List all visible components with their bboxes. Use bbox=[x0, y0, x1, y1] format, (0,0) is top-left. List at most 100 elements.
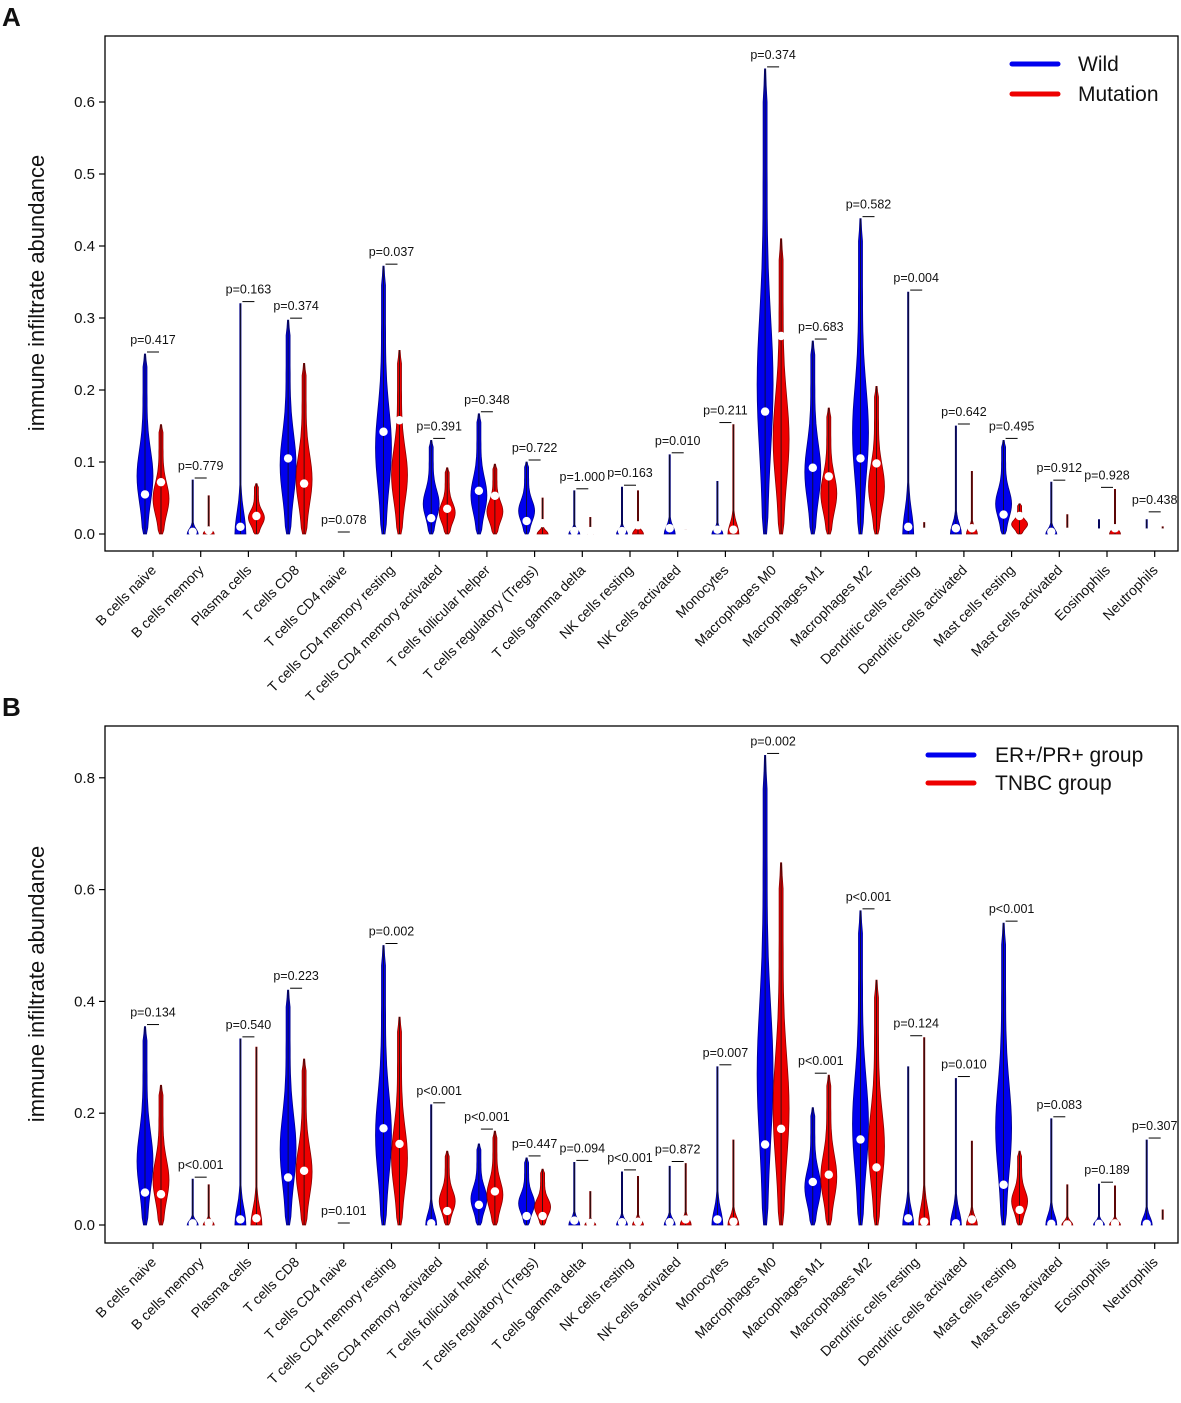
x-tick-label-mast-cells-resting: Mast cells resting bbox=[930, 1254, 1018, 1342]
pvalue-label-macrophages-m2: p<0.001 bbox=[846, 890, 892, 904]
median-dot-tnbc-group-t-cells-regulatory-tregs bbox=[538, 1211, 547, 1221]
median-dot-er-pr-group-neutrophils bbox=[1142, 1219, 1151, 1229]
median-dot-mutation-macrophages-m1 bbox=[824, 472, 833, 481]
median-dot-mutation-t-cells-cd8 bbox=[299, 479, 309, 488]
median-dot-er-pr-group-t-cells-cd4-memory-resting bbox=[379, 1124, 388, 1133]
y-tick-label: 0.4 bbox=[74, 238, 95, 255]
median-dot-tnbc-group-nk-cells-resting bbox=[633, 1217, 643, 1226]
legend-label-tnbc-group: TNBC group bbox=[995, 772, 1112, 795]
x-tick-label-nk-cells-activated: NK cells activated bbox=[594, 1254, 684, 1344]
x-tick-label-macrophages-m2: Macrophages M2 bbox=[787, 1254, 875, 1342]
median-dot-mutation-neutrophils bbox=[1158, 528, 1167, 537]
median-dot-er-pr-group-macrophages-m2 bbox=[856, 1135, 865, 1144]
pvalue-label-plasma-cells: p=0.540 bbox=[226, 1018, 272, 1032]
median-dot-er-pr-group-macrophages-m1 bbox=[808, 1177, 817, 1187]
x-tick-label-nk-cells-activated: NK cells activated bbox=[594, 562, 684, 652]
median-dot-mutation-t-cells-cd4-memory-activated bbox=[443, 504, 452, 513]
pvalue-label-t-cells-cd8: p=0.223 bbox=[273, 969, 319, 983]
median-dot-tnbc-group-mast-cells-activated bbox=[1063, 1220, 1072, 1229]
pvalue-label-b-cells-naive: p=0.134 bbox=[130, 1006, 176, 1020]
x-tick-label-t-cells-cd4-naive: T cells CD4 naive bbox=[261, 562, 350, 651]
median-dot-er-pr-group-mast-cells-activated bbox=[1047, 1219, 1056, 1229]
pvalue-label-b-cells-memory: p<0.001 bbox=[178, 1158, 224, 1172]
y-tick-label: 0.3 bbox=[74, 310, 95, 327]
pvalue-label-dendritic-cells-activated: p=0.010 bbox=[941, 1058, 987, 1072]
median-dot-mutation-nk-cells-resting bbox=[633, 521, 643, 530]
median-dot-mutation-eosinophils bbox=[1110, 524, 1120, 533]
median-dot-tnbc-group-b-cells-memory bbox=[204, 1218, 213, 1227]
pvalue-label-eosinophils: p=0.928 bbox=[1084, 468, 1130, 482]
legend-label-wild: Wild bbox=[1078, 53, 1119, 76]
median-dot-tnbc-group-macrophages-m0 bbox=[776, 1124, 786, 1134]
median-dot-wild-macrophages-m1 bbox=[808, 463, 817, 472]
pvalue-label-t-cells-cd4-naive: p=0.101 bbox=[321, 1204, 367, 1218]
pvalue-label-b-cells-naive: p=0.417 bbox=[130, 333, 176, 347]
x-tick-label-macrophages-m0: Macrophages M0 bbox=[691, 562, 779, 650]
median-dot-wild-t-cells-regulatory-tregs bbox=[522, 516, 531, 526]
y-tick-label: 0.1 bbox=[74, 454, 95, 471]
pvalue-label-mast-cells-resting: p<0.001 bbox=[989, 902, 1035, 916]
median-dot-wild-t-cells-follicular-helper bbox=[474, 486, 484, 495]
x-tick-label-macrophages-m2: Macrophages M2 bbox=[787, 562, 875, 650]
pvalue-label-macrophages-m0: p=0.002 bbox=[750, 734, 796, 748]
median-dot-tnbc-group-t-cells-cd4-naive bbox=[347, 1220, 356, 1230]
median-dot-er-pr-group-macrophages-m0 bbox=[760, 1140, 770, 1149]
x-tick-label-t-cells-cd4-naive: T cells CD4 naive bbox=[261, 1254, 350, 1343]
median-dot-wild-dendritic-cells-activated bbox=[951, 524, 961, 533]
y-axis-label: immune infiltrate abundance bbox=[24, 155, 49, 431]
median-dot-er-pr-group-dendritic-cells-activated bbox=[951, 1219, 961, 1228]
median-dot-wild-t-cells-cd4-memory-resting bbox=[379, 427, 388, 436]
median-dot-mutation-t-cells-cd4-memory-resting bbox=[395, 416, 404, 425]
plot-frame bbox=[104, 35, 1179, 552]
median-dot-mutation-mast-cells-activated bbox=[1063, 527, 1072, 537]
pvalue-label-neutrophils: p=0.307 bbox=[1132, 1119, 1178, 1133]
pvalue-label-macrophages-m0: p=0.374 bbox=[750, 48, 796, 62]
median-dot-wild-b-cells-naive bbox=[140, 490, 150, 499]
median-dot-er-pr-group-t-cells-gamma-delta bbox=[570, 1216, 579, 1225]
pvalue-label-mast-cells-resting: p=0.495 bbox=[989, 419, 1035, 433]
y-tick-label: 0.2 bbox=[74, 1105, 95, 1122]
pvalue-label-t-cells-gamma-delta: p=1.000 bbox=[560, 470, 606, 484]
y-tick-label: 0.6 bbox=[74, 882, 95, 899]
x-tick-label-macrophages-m1: Macrophages M1 bbox=[739, 1254, 827, 1342]
median-dot-tnbc-group-eosinophils bbox=[1110, 1219, 1120, 1228]
median-dot-er-pr-group-b-cells-naive bbox=[140, 1188, 150, 1197]
legend-label-mutation: Mutation bbox=[1078, 83, 1159, 106]
pvalue-label-eosinophils: p=0.189 bbox=[1084, 1163, 1130, 1177]
median-dot-wild-t-cells-gamma-delta bbox=[570, 526, 579, 536]
median-dot-wild-eosinophils bbox=[1094, 528, 1104, 537]
x-tick-label-t-cells-gamma-delta: T cells gamma delta bbox=[489, 562, 589, 662]
y-tick-label: 0.0 bbox=[74, 1217, 95, 1234]
median-dot-wild-nk-cells-resting bbox=[617, 526, 627, 536]
pvalue-label-nk-cells-activated: p=0.872 bbox=[655, 1143, 701, 1157]
median-dot-wild-nk-cells-activated bbox=[665, 524, 674, 533]
median-dot-er-pr-group-plasma-cells bbox=[236, 1215, 245, 1224]
y-tick-label: 0.0 bbox=[74, 526, 95, 543]
panel-letter: B bbox=[2, 692, 21, 722]
median-dot-er-pr-group-t-cells-cd4-memory-activated bbox=[427, 1219, 436, 1228]
x-tick-label-macrophages-m1: Macrophages M1 bbox=[739, 562, 827, 650]
pvalue-label-monocytes: p=0.211 bbox=[703, 404, 748, 418]
median-dot-tnbc-group-neutrophils bbox=[1158, 1219, 1167, 1229]
median-dot-tnbc-group-t-cells-cd4-memory-resting bbox=[395, 1139, 404, 1149]
pvalue-label-t-cells-cd4-memory-activated: p<0.001 bbox=[416, 1084, 462, 1098]
pvalue-label-plasma-cells: p=0.163 bbox=[226, 283, 272, 297]
median-dot-er-pr-group-dendritic-cells-resting bbox=[904, 1214, 913, 1223]
median-dot-wild-monocytes bbox=[713, 525, 722, 534]
median-dot-er-pr-group-nk-cells-activated bbox=[665, 1218, 674, 1227]
legend-label-er-pr-group: ER+/PR+ group bbox=[995, 744, 1143, 767]
pvalue-label-nk-cells-resting: p=0.163 bbox=[607, 466, 653, 480]
median-dot-tnbc-group-macrophages-m2 bbox=[872, 1163, 881, 1172]
median-dot-mutation-nk-cells-activated bbox=[681, 529, 690, 538]
median-dot-mutation-t-cells-follicular-helper bbox=[490, 491, 500, 501]
x-tick-label-mast-cells-activated: Mast cells activated bbox=[968, 1254, 1066, 1352]
median-dot-mutation-dendritic-cells-activated bbox=[967, 524, 977, 533]
median-dot-tnbc-group-mast-cells-resting bbox=[1015, 1205, 1024, 1215]
pvalue-label-t-cells-cd8: p=0.374 bbox=[273, 299, 319, 313]
pvalue-label-t-cells-cd4-memory-activated: p=0.391 bbox=[416, 419, 462, 433]
median-dot-tnbc-group-macrophages-m1 bbox=[824, 1170, 833, 1179]
median-dot-mutation-t-cells-regulatory-tregs bbox=[538, 519, 547, 528]
y-tick-label: 0.4 bbox=[74, 993, 95, 1010]
